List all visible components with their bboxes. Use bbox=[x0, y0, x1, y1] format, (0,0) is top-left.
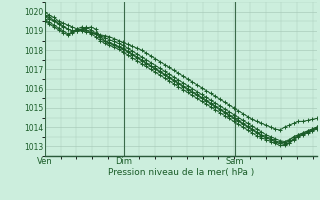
X-axis label: Pression niveau de la mer( hPa ): Pression niveau de la mer( hPa ) bbox=[108, 168, 254, 177]
